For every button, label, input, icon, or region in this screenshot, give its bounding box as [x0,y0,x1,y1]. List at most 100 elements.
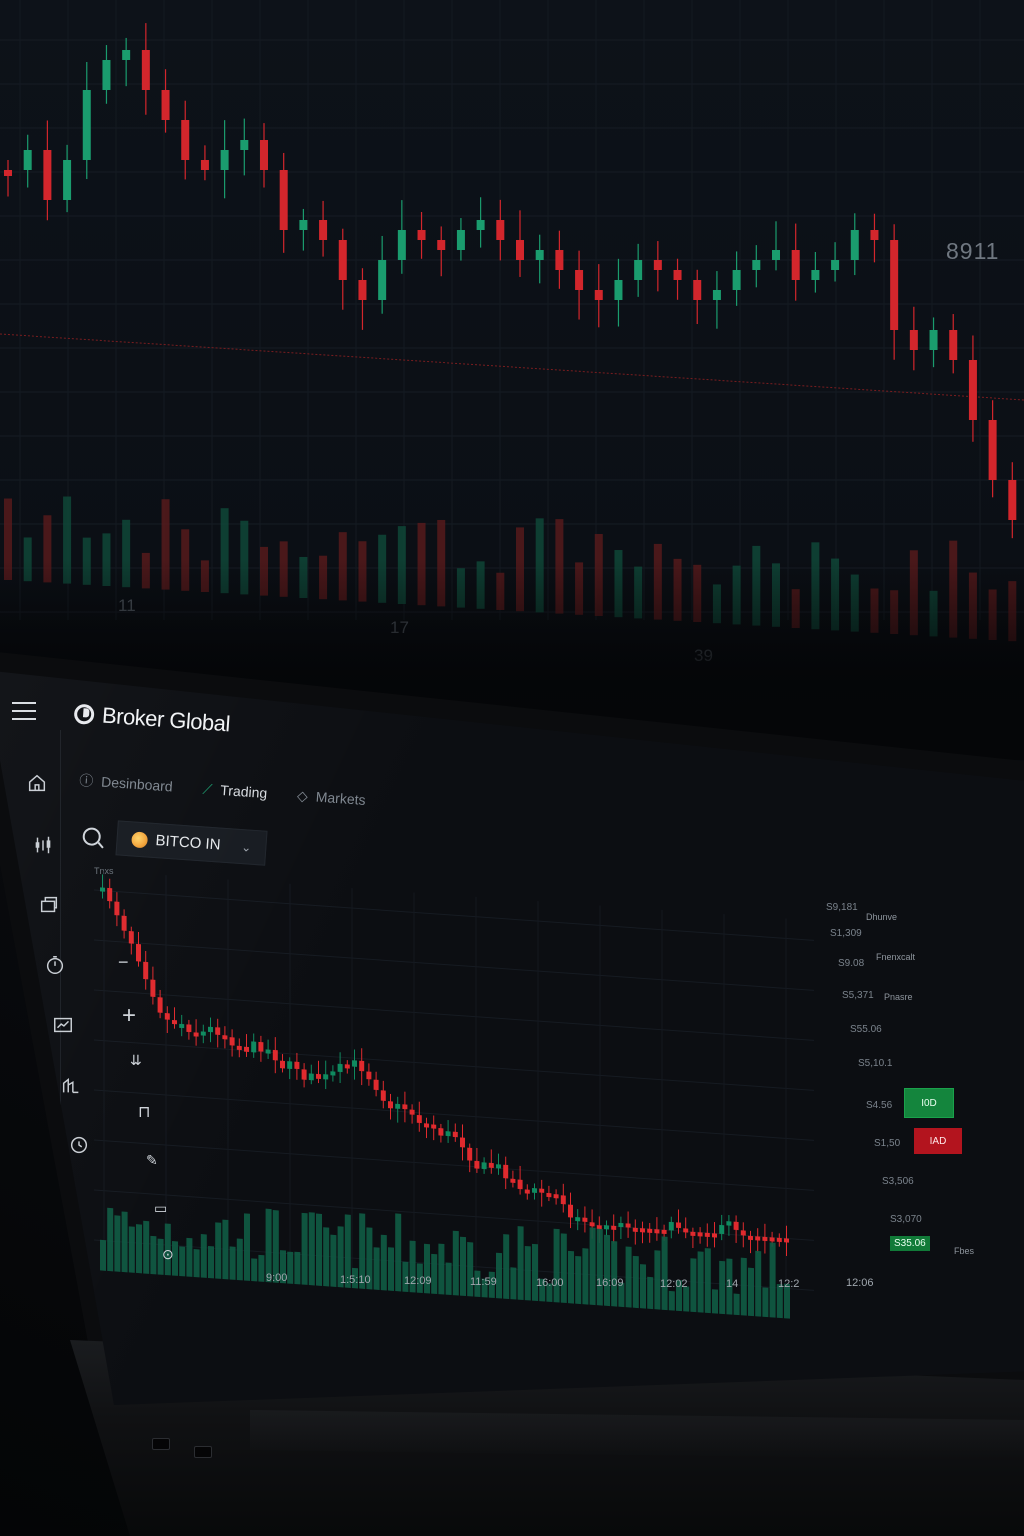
plus-icon[interactable]: + [122,1002,137,1029]
bracket-icon[interactable]: ⊓ [138,1104,151,1121]
background-volume-bar [890,590,899,634]
volume-bar [244,1213,250,1281]
volume-bar [604,1234,610,1307]
candle [546,1192,552,1198]
volume-bar [438,1243,445,1295]
search-icon[interactable] [82,826,102,846]
panel-item[interactable]: Dhunve [866,912,898,922]
background-volume-bar [122,519,131,588]
volume-bar [755,1250,762,1317]
time-label: 12:09 [404,1275,432,1287]
candlestick-chart [94,870,814,1319]
volume-bar [359,1213,366,1289]
minus-icon[interactable]: − [118,952,129,972]
tab-label: Trading [219,781,268,802]
price-chart[interactable] [94,870,874,1319]
volume-bar [553,1228,560,1303]
volume-bar [222,1219,229,1280]
candle [539,1188,545,1193]
settings-icon[interactable]: ⊙ [162,1246,174,1262]
last-price-badge: S35.06 [890,1236,930,1251]
volume-bar [517,1226,524,1301]
background-volume-bar [102,533,111,586]
volume-bar [208,1245,214,1279]
layers-icon[interactable] [36,892,62,918]
menu-icon[interactable] [12,702,36,724]
volume-bar [179,1246,186,1277]
brand[interactable]: Broker Global [73,701,231,738]
volume-bar [496,1252,502,1299]
candle [251,1041,257,1053]
background-chart [0,0,1024,642]
volume-bar [596,1228,603,1306]
candle [294,1061,300,1070]
grid-line [94,1089,814,1141]
symbol-select[interactable]: BITCO IN ⌄ [115,820,268,866]
timer-icon[interactable] [42,952,68,978]
grid-line [94,889,814,941]
portfolio-icon[interactable] [58,1072,84,1098]
candle [589,1222,595,1227]
candle [553,1194,559,1199]
candle [150,979,156,997]
tab-label: Markets [315,788,367,808]
candle [200,1031,206,1036]
time-label: 16:00 [536,1277,564,1289]
volume-bar [618,1282,625,1308]
candle [380,1090,386,1101]
candle [712,1233,717,1238]
candle [359,1060,365,1072]
background-candle [397,230,406,260]
time-label: 14 [726,1278,739,1290]
volume-bar [416,1263,423,1293]
background-candle [555,250,564,270]
candle [704,1232,710,1238]
pen-icon[interactable]: ✎ [146,1152,158,1168]
background-candle [378,260,387,300]
background-volume-bar [968,572,977,639]
candle [769,1237,775,1242]
tab-dashboard[interactable]: ⓘ Desinboard [79,770,174,796]
background-candle [141,50,150,90]
panel-item[interactable]: Fnenxcalt [876,952,916,962]
background-candle [102,60,111,90]
chart-toolbar: BITCO IN ⌄ [82,818,268,866]
history-icon[interactable] [66,1132,92,1158]
candle [445,1131,451,1137]
volume-bar [683,1286,690,1312]
trend-icon[interactable]: ⇊ [130,1052,142,1068]
volume-bar [676,1279,682,1312]
grid-line [94,1039,814,1091]
background-candle [437,240,446,250]
candle [424,1123,429,1128]
background-volume-bar [417,522,426,606]
buy-button[interactable]: I0D [904,1088,954,1118]
background-volume-bar [732,565,741,625]
panel-item[interactable]: Pnasre [884,992,913,1002]
tab-trading[interactable]: ⟋ Trading [202,779,268,803]
candles-icon[interactable] [30,832,56,858]
candle [517,1179,523,1190]
note-icon[interactable]: ▭ [154,1200,168,1216]
tab-markets[interactable]: ◇ Markets [296,785,366,810]
volume-bar [539,1278,546,1302]
background-volume-bar [476,561,485,609]
background-volume-bar [496,572,505,610]
chart-icon[interactable] [50,1012,76,1038]
background-candle [358,280,367,300]
volume-bar [452,1230,459,1296]
candle [560,1195,566,1205]
background-volume-bar [949,540,958,638]
volume-bar [402,1261,409,1292]
background-volume-bar [555,519,564,614]
volume-bar [510,1267,517,1300]
candle [625,1223,631,1228]
home-icon[interactable] [24,770,50,796]
volume-bar [697,1251,704,1313]
background-candle [456,230,465,250]
sell-button[interactable]: IAD [914,1128,962,1154]
candle [308,1073,314,1081]
background-volume-bar [712,584,721,624]
laptop-screen: Broker Global [0,670,1024,1405]
trading-icon: ⟋ [202,780,213,797]
